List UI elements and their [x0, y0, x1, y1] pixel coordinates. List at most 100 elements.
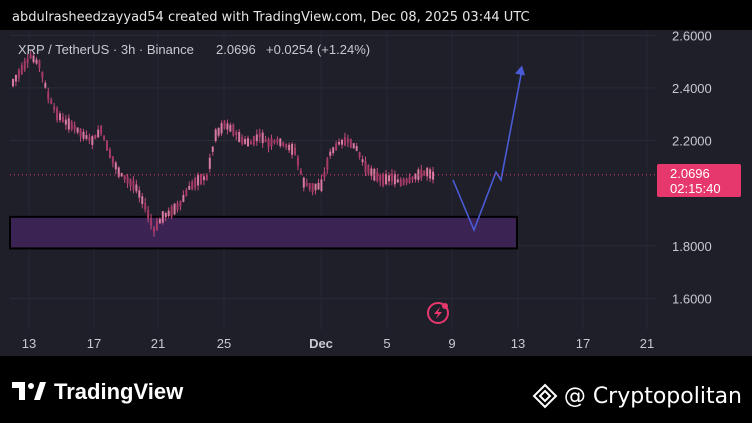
candle-body [176, 202, 179, 210]
chart-canvas[interactable]: XRP / TetherUS · 3h · Binance 2.0696 +0.… [0, 30, 752, 356]
candle-body [238, 131, 241, 143]
candle-body [235, 131, 238, 136]
y-axis: 2.6000 2.4000 2.2000 1.8000 1.6000 [672, 30, 712, 306]
candle-body [249, 141, 252, 145]
candle-body [217, 127, 220, 136]
candle-body [379, 175, 382, 182]
candle-body [205, 174, 208, 180]
candle-body [76, 127, 79, 133]
candle-body [179, 200, 182, 207]
price-tag-box [657, 164, 741, 197]
candle-body [14, 74, 17, 82]
candle-body [164, 212, 167, 218]
candle-body [279, 138, 282, 147]
candle-body [88, 137, 91, 141]
candle-body [291, 143, 294, 155]
x-tick-label: 21 [151, 336, 165, 351]
candle-body [226, 123, 229, 130]
candle-body [305, 182, 308, 187]
candle-body [408, 177, 411, 183]
candle-body [364, 161, 367, 173]
candle-body [355, 146, 358, 151]
candle-body [382, 174, 385, 186]
candle-body [61, 116, 64, 123]
candle-body [26, 58, 29, 63]
candle-body [150, 218, 153, 226]
candle-body [273, 140, 276, 143]
candle-body [308, 182, 311, 190]
x-tick-label: 21 [640, 336, 654, 351]
candle-body [197, 174, 200, 186]
candle-body [264, 139, 267, 142]
candle-body [126, 176, 129, 184]
candle-body [153, 228, 155, 232]
candle-body [20, 65, 23, 74]
cryptopolitan-label: @ Cryptopolitan [563, 383, 742, 409]
candle-body [338, 141, 341, 145]
candle-body [285, 143, 288, 148]
candle-body [141, 196, 144, 205]
candle-body [367, 164, 370, 175]
candle-body [220, 123, 223, 134]
candle-body [385, 173, 388, 185]
candle-body [288, 144, 291, 151]
candle-body [188, 185, 191, 190]
chart-credit: abdulrasheedzayyad54 created with Tradin… [12, 10, 530, 25]
candle-body [258, 133, 261, 138]
x-tick-label: 13 [22, 336, 36, 351]
candle-body [38, 60, 41, 69]
price-chart[interactable]: XRP / TetherUS · 3h · Binance 2.0696 +0.… [0, 30, 752, 356]
symbol-price: 2.0696 [216, 42, 256, 57]
candle-body [170, 206, 173, 217]
candle-body [244, 138, 247, 144]
x-tick-label: 13 [511, 336, 525, 351]
candle-body [247, 138, 249, 147]
candle-body [323, 172, 326, 178]
candle-body [64, 119, 67, 125]
candle-body [91, 136, 94, 145]
candle-body [182, 195, 185, 202]
candle-body [144, 202, 147, 210]
candle-body [147, 209, 150, 219]
candle-body [67, 118, 70, 130]
cryptopolitan-brand: @ Cryptopolitan [532, 382, 742, 410]
candle-body [155, 221, 158, 230]
x-tick-label: 25 [217, 336, 231, 351]
candle-body [111, 156, 114, 164]
tradingview-wordmark: TradingView [54, 379, 184, 404]
candle-body [158, 218, 161, 224]
candle-body [317, 182, 320, 190]
y-tick-label: 1.6000 [672, 291, 712, 306]
candle-body [100, 126, 103, 134]
candle-body [402, 178, 405, 185]
candle-body [414, 173, 417, 180]
candle-body [79, 128, 82, 137]
candle-body [117, 167, 120, 177]
candle-body [108, 149, 111, 158]
candle-body [185, 189, 188, 197]
candle-body [299, 170, 302, 174]
candle-body [423, 170, 426, 176]
flash-icon[interactable] [427, 302, 449, 324]
candle-body [161, 211, 164, 223]
candle-body [396, 179, 399, 183]
candle-body [241, 137, 244, 144]
binance-diamond-icon [532, 383, 558, 409]
candle-body [50, 99, 53, 104]
candle-body [173, 203, 176, 215]
y-tick-label: 2.4000 [672, 81, 712, 96]
candle-body [44, 82, 47, 88]
tradingview-icon [12, 382, 46, 400]
candle-body [32, 55, 35, 63]
candle-body [167, 210, 170, 217]
price-tag-value: 2.0696 [670, 166, 710, 181]
y-tick-label: 1.8000 [672, 239, 712, 254]
candle-body [132, 180, 135, 190]
candle-body [343, 137, 346, 146]
candle-body [97, 129, 100, 138]
candle-body [276, 138, 279, 143]
candle-body [135, 184, 138, 192]
candle-body [346, 138, 349, 143]
candle-body [335, 143, 338, 150]
candle-body [41, 71, 44, 78]
